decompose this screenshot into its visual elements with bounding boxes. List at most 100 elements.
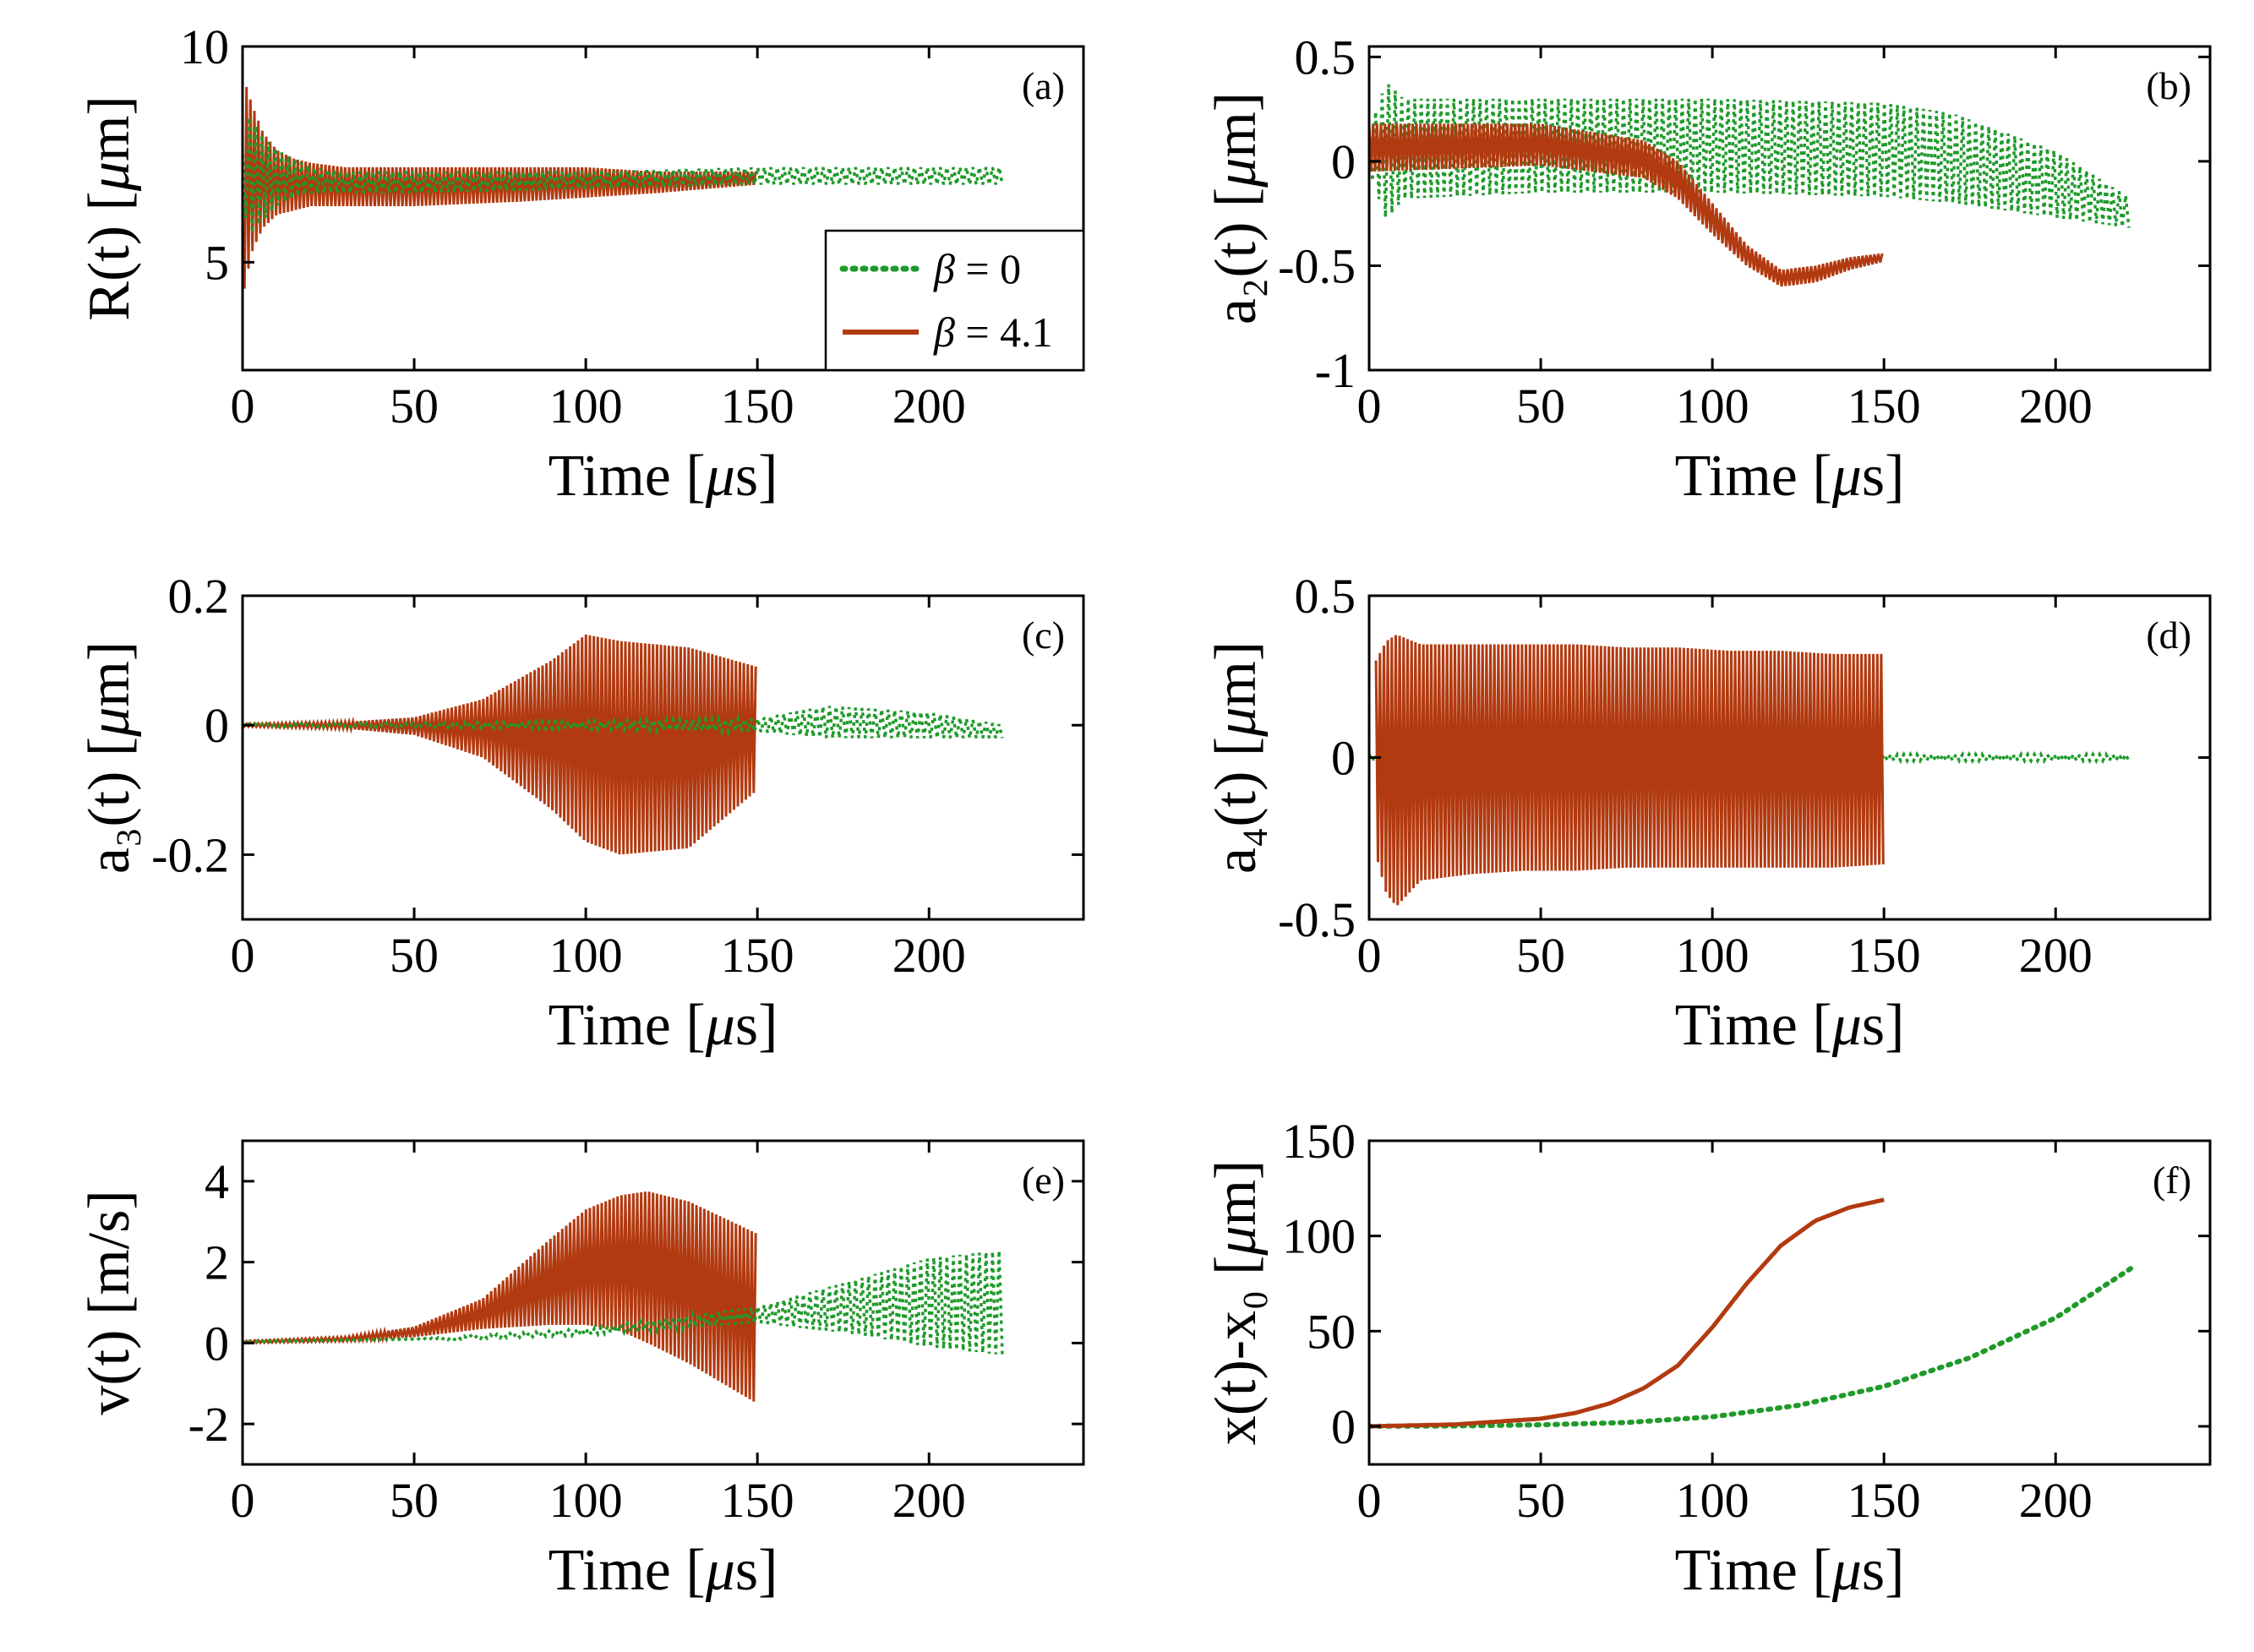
x-tick-label-d-3: 150 bbox=[1847, 928, 1921, 983]
x-tick-label-a-2: 100 bbox=[549, 379, 623, 433]
axes-box-f bbox=[1367, 1139, 2212, 1466]
y-tick-label-e-1: 0 bbox=[205, 1316, 229, 1371]
series-beta41-d bbox=[1374, 635, 1885, 906]
series-beta0-c bbox=[243, 706, 1004, 739]
x-tick-label-b-3: 150 bbox=[1847, 379, 1921, 433]
panel-a: 0 50 100 150 200 5 10 Time [μs] R(t) [μm] (a) β = … bbox=[77, 19, 1085, 509]
x-tick-label-a-3: 150 bbox=[721, 379, 794, 433]
x-tick-label-f-1: 50 bbox=[1516, 1473, 1565, 1528]
x-tick-label-d-1: 50 bbox=[1516, 928, 1565, 983]
series-beta41-e bbox=[243, 1191, 757, 1402]
plot-area-f bbox=[1369, 1197, 2134, 1429]
x-tick-label-f-3: 150 bbox=[1847, 1473, 1921, 1528]
oscillation-beta41-c bbox=[243, 634, 757, 855]
series-beta0-b bbox=[1369, 84, 2131, 228]
axes-box-b bbox=[1367, 45, 2212, 372]
oscillation-beta41-b bbox=[1369, 123, 1884, 287]
x-axis-label-c: Time [μs] bbox=[548, 993, 778, 1058]
y-tick-label-a-0: 5 bbox=[205, 235, 229, 290]
oscillation-beta0-c bbox=[243, 706, 1004, 739]
plot-area-b bbox=[1369, 84, 2131, 287]
x-tick-label-b-0: 0 bbox=[1357, 379, 1382, 433]
x-tick-label-b-1: 50 bbox=[1516, 379, 1565, 433]
y-tick-label-b-3: 0.5 bbox=[1295, 30, 1356, 85]
legend-label-beta0: β = 0 bbox=[933, 245, 1021, 292]
x-tick-label-e-4: 200 bbox=[892, 1473, 966, 1528]
y-tick-label-d-1: 0 bbox=[1331, 731, 1356, 786]
y-axis-label-d: a₄(t) [μm] bbox=[1203, 641, 1269, 874]
x-tick-label-c-2: 100 bbox=[549, 928, 623, 983]
y-tick-label-b-0: -1 bbox=[1315, 343, 1356, 398]
y-axis-label-e: v(t) [m/s] bbox=[77, 1190, 142, 1415]
x-tick-label-a-4: 200 bbox=[892, 379, 966, 433]
y-tick-label-f-3: 150 bbox=[1282, 1114, 1356, 1169]
line-beta41-f bbox=[1369, 1197, 1885, 1429]
x-tick-label-b-2: 100 bbox=[1676, 379, 1749, 433]
x-axis-label-f: Time [μs] bbox=[1675, 1538, 1905, 1603]
x-tick-label-f-4: 200 bbox=[2019, 1473, 2093, 1528]
panel-b: 0 50 100 150 200 -1 -0.5 0 0.5 Time [μs] a₂(t) [μm… bbox=[1203, 30, 2212, 509]
panel-tag-c: (c) bbox=[1022, 613, 1065, 657]
panel-tag-a: (a) bbox=[1022, 64, 1065, 107]
y-tick-label-c-1: 0 bbox=[205, 698, 229, 753]
series-beta0-a bbox=[243, 117, 1004, 233]
oscillation-beta0-b bbox=[1369, 84, 2131, 228]
y-tick-label-a-1: 10 bbox=[180, 19, 229, 74]
y-tick-label-f-1: 50 bbox=[1307, 1304, 1356, 1359]
y-tick-label-e-2: 2 bbox=[205, 1235, 229, 1290]
x-tick-label-f-0: 0 bbox=[1357, 1473, 1382, 1528]
plot-area-a bbox=[243, 86, 1004, 289]
series-beta0-f bbox=[1369, 1265, 2134, 1429]
y-tick-label-d-2: 0.5 bbox=[1295, 569, 1356, 624]
x-tick-label-e-2: 100 bbox=[549, 1473, 623, 1528]
plot-area-c bbox=[243, 634, 1004, 855]
x-tick-label-a-0: 0 bbox=[231, 379, 255, 433]
oscillation-beta0-a bbox=[243, 117, 1004, 233]
x-tick-label-f-2: 100 bbox=[1676, 1473, 1749, 1528]
x-axis-label-b: Time [μs] bbox=[1675, 444, 1905, 509]
panel-f: 0 50 100 150 200 0 50 100 150 Time [μs] x(t)-x₀ [μ… bbox=[1203, 1114, 2212, 1603]
axes-box-e bbox=[241, 1139, 1085, 1466]
plot-area-d bbox=[1369, 635, 2131, 906]
y-tick-label-f-0: 0 bbox=[1331, 1399, 1356, 1454]
series-beta41-b bbox=[1369, 123, 1884, 287]
x-tick-label-e-0: 0 bbox=[231, 1473, 255, 1528]
x-tick-label-e-1: 50 bbox=[390, 1473, 439, 1528]
y-axis-label-f: x(t)-x₀ [μm] bbox=[1203, 1160, 1269, 1446]
panel-tag-f: (f) bbox=[2153, 1159, 2191, 1202]
y-tick-label-c-2: 0.2 bbox=[168, 569, 230, 624]
legend-label-beta41: β = 4.1 bbox=[933, 308, 1053, 356]
x-tick-label-e-3: 150 bbox=[721, 1473, 794, 1528]
series-beta41-f bbox=[1369, 1197, 1885, 1429]
x-axis-label-e: Time [μs] bbox=[548, 1538, 778, 1603]
y-tick-label-b-2: 0 bbox=[1331, 134, 1356, 189]
x-tick-label-c-1: 50 bbox=[390, 928, 439, 983]
y-tick-label-c-0: -0.2 bbox=[151, 827, 229, 882]
legend-box bbox=[824, 229, 1085, 372]
y-tick-label-e-3: 4 bbox=[205, 1154, 229, 1209]
y-axis-label-c: a₃(t) [μm] bbox=[77, 641, 142, 874]
x-tick-label-a-1: 50 bbox=[390, 379, 439, 433]
x-tick-label-c-4: 200 bbox=[892, 928, 966, 983]
legend: β = 0 β = 4.1 bbox=[824, 229, 1085, 372]
y-axis-label-b: a₂(t) [μm] bbox=[1203, 92, 1269, 324]
oscillation-beta41-d bbox=[1374, 635, 1885, 906]
x-tick-label-d-0: 0 bbox=[1357, 928, 1382, 983]
x-tick-label-d-2: 100 bbox=[1676, 928, 1749, 983]
x-axis-label-a: Time [μs] bbox=[548, 444, 778, 509]
y-tick-label-e-0: -2 bbox=[188, 1397, 229, 1452]
y-tick-label-f-2: 100 bbox=[1282, 1209, 1356, 1264]
axes-box-a bbox=[241, 45, 1085, 372]
plot-area-e bbox=[243, 1191, 1004, 1402]
x-tick-label-b-4: 200 bbox=[2019, 379, 2093, 433]
panel-tag-d: (d) bbox=[2146, 613, 2191, 657]
y-tick-label-b-1: -0.5 bbox=[1278, 238, 1356, 293]
line-beta0-f bbox=[1369, 1265, 2134, 1429]
y-axis-label-a: R(t) [μm] bbox=[77, 95, 142, 320]
panel-tag-b: (b) bbox=[2146, 64, 2191, 107]
y-tick-label-d-0: -0.5 bbox=[1278, 892, 1356, 947]
